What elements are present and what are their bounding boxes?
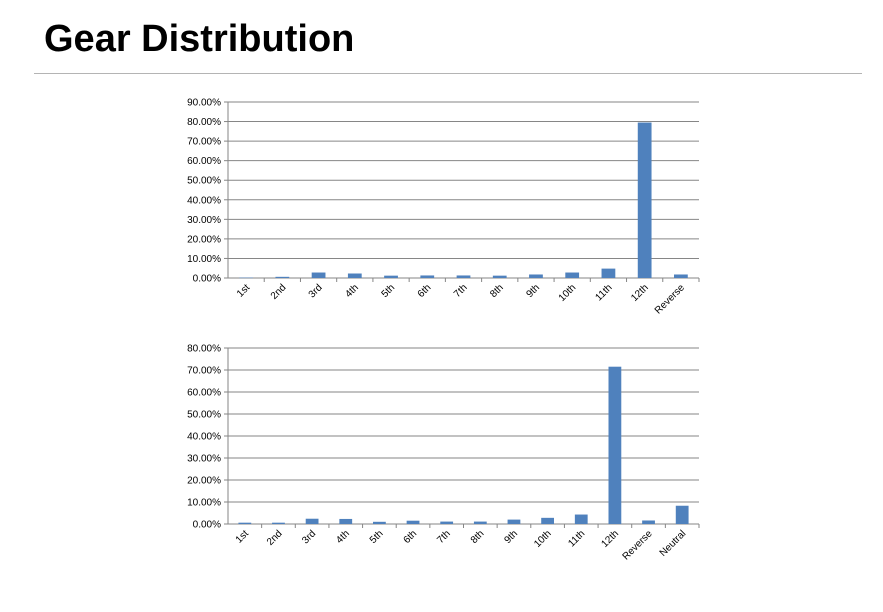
x-tick-label: 1st (234, 528, 251, 545)
y-tick-label: 10.00% (187, 498, 221, 509)
x-tick-label: 6th (416, 282, 434, 300)
x-tick-label: 10th (557, 282, 579, 304)
page-title: Gear Distribution (44, 18, 355, 60)
y-tick-label: 20.00% (187, 234, 221, 245)
x-tick-label: 4th (334, 528, 352, 546)
x-tick-label: 4th (343, 282, 361, 300)
bar (305, 518, 319, 524)
bar (565, 272, 580, 278)
bar (675, 505, 689, 524)
x-tick-label: Reverse (621, 528, 655, 562)
bar (272, 522, 285, 524)
y-tick-label: 60.00% (187, 156, 221, 167)
x-tick-label: 8th (469, 528, 487, 546)
y-tick-label: 70.00% (187, 137, 221, 148)
bar (674, 274, 688, 278)
x-tick-label: 5th (368, 528, 386, 546)
bar (642, 520, 655, 524)
x-tick-label: 9th (524, 282, 542, 300)
bar (440, 521, 454, 524)
x-tick-label: Neutral (658, 528, 689, 559)
bar (492, 275, 507, 278)
y-tick-label: 40.00% (187, 432, 221, 443)
bar (529, 274, 543, 278)
x-tick-label: 8th (488, 282, 506, 300)
bar (574, 514, 588, 524)
x-tick-label: 3rd (300, 528, 318, 546)
bar (473, 521, 487, 524)
x-tick-label: 6th (402, 528, 420, 546)
x-tick-label: 9th (502, 528, 520, 546)
x-tick-label: 11th (566, 528, 587, 549)
gear-distribution-chart-2: 0.00% 10.00% 20.00% 30.00% 40.00% 50.00% 60.00… (187, 344, 700, 562)
x-tick-label: 12th (599, 528, 621, 550)
x-tick-label: 2nd (265, 528, 285, 548)
bar (373, 521, 386, 524)
x-tick-label: 11th (594, 282, 615, 303)
y-tick-label: 40.00% (187, 195, 221, 206)
y-tick-label: 0.00% (193, 520, 221, 531)
y-tick-label: 20.00% (187, 476, 221, 487)
bar (637, 122, 652, 279)
y-tick-label: 0.00% (193, 274, 221, 285)
bar (238, 522, 252, 524)
y-tick-label: 80.00% (187, 117, 221, 128)
bar (339, 518, 353, 524)
bar (311, 272, 326, 278)
bar (239, 277, 253, 279)
title-divider (34, 73, 862, 74)
x-tick-label: 2nd (269, 282, 289, 302)
bar (420, 275, 435, 278)
y-tick-label: 10.00% (187, 254, 221, 265)
x-tick-label: 7th (452, 282, 470, 300)
bar (347, 273, 362, 278)
x-tick-label: Reverse (653, 282, 687, 316)
y-tick-label: 70.00% (187, 366, 221, 377)
x-tick-label: 1st (235, 282, 252, 299)
y-tick-label: 50.00% (187, 176, 221, 187)
gear-distribution-chart-1: 0.00% 10.00% 20.00% 30.00% 40.00% 50.00% 60.00… (187, 98, 700, 316)
bar (275, 276, 290, 278)
y-tick-label: 30.00% (187, 215, 221, 226)
x-tick-label: 7th (435, 528, 453, 546)
bar (456, 275, 471, 278)
x-tick-label: 3rd (307, 282, 325, 300)
bar (601, 268, 616, 278)
y-tick-label: 30.00% (187, 454, 221, 465)
y-tick-label: 90.00% (187, 98, 221, 109)
bar (541, 517, 554, 524)
x-tick-label: 10th (532, 528, 554, 550)
x-tick-label: 12th (629, 282, 651, 304)
y-tick-label: 60.00% (187, 388, 221, 399)
bar (507, 519, 521, 524)
x-tick-label: 5th (380, 282, 398, 300)
bar (406, 520, 420, 524)
bar (384, 275, 398, 278)
y-tick-label: 50.00% (187, 410, 221, 421)
bar (608, 366, 622, 524)
y-tick-label: 80.00% (187, 344, 221, 355)
